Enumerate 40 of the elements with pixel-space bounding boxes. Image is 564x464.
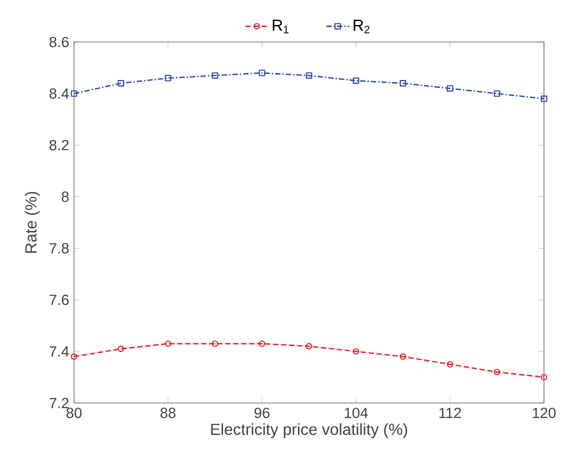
point bbox=[164, 340, 172, 347]
x-tick-label: 120 bbox=[532, 408, 556, 418]
legend-label: R$_{1}$ bbox=[272, 20, 288, 34]
y-tick-label: 8 bbox=[62, 192, 69, 202]
y-tick-label: 7.6 bbox=[50, 294, 69, 306]
y-tick-label: 8.6 bbox=[50, 36, 69, 48]
point bbox=[446, 85, 454, 92]
x-tick-label: 112 bbox=[439, 408, 461, 418]
point bbox=[212, 340, 218, 347]
point bbox=[494, 368, 500, 376]
point bbox=[400, 353, 406, 360]
point bbox=[70, 90, 78, 97]
y-tick-label: 8.4 bbox=[50, 88, 69, 99]
point bbox=[258, 70, 266, 76]
point bbox=[352, 348, 360, 355]
point bbox=[352, 77, 360, 84]
x-axis-title: Electricity price volatility (%) bbox=[211, 423, 408, 438]
point bbox=[164, 74, 172, 82]
y-tick-label: 7.8 bbox=[50, 243, 69, 254]
y-tick-label: 7.2 bbox=[50, 398, 69, 408]
x-tick-label: 80 bbox=[66, 408, 82, 418]
point bbox=[306, 72, 312, 79]
y-axis-title: Rate (%) bbox=[24, 192, 40, 253]
point bbox=[118, 346, 124, 352]
legend-label: R$_{2}$ bbox=[354, 20, 370, 34]
y-tick-label: 8.2 bbox=[50, 140, 69, 150]
x-tick-label: 104 bbox=[344, 408, 368, 418]
y-tick-label: 7.4 bbox=[50, 346, 69, 356]
x-tick-label: 96 bbox=[254, 408, 270, 418]
point bbox=[118, 80, 124, 86]
point bbox=[70, 353, 78, 360]
point bbox=[258, 340, 266, 347]
point bbox=[494, 90, 500, 97]
point bbox=[540, 96, 548, 102]
point bbox=[540, 374, 548, 380]
x-tick-label: 88 bbox=[160, 408, 176, 418]
point bbox=[306, 343, 312, 350]
point bbox=[400, 80, 406, 86]
point bbox=[446, 361, 454, 368]
point bbox=[212, 72, 218, 79]
